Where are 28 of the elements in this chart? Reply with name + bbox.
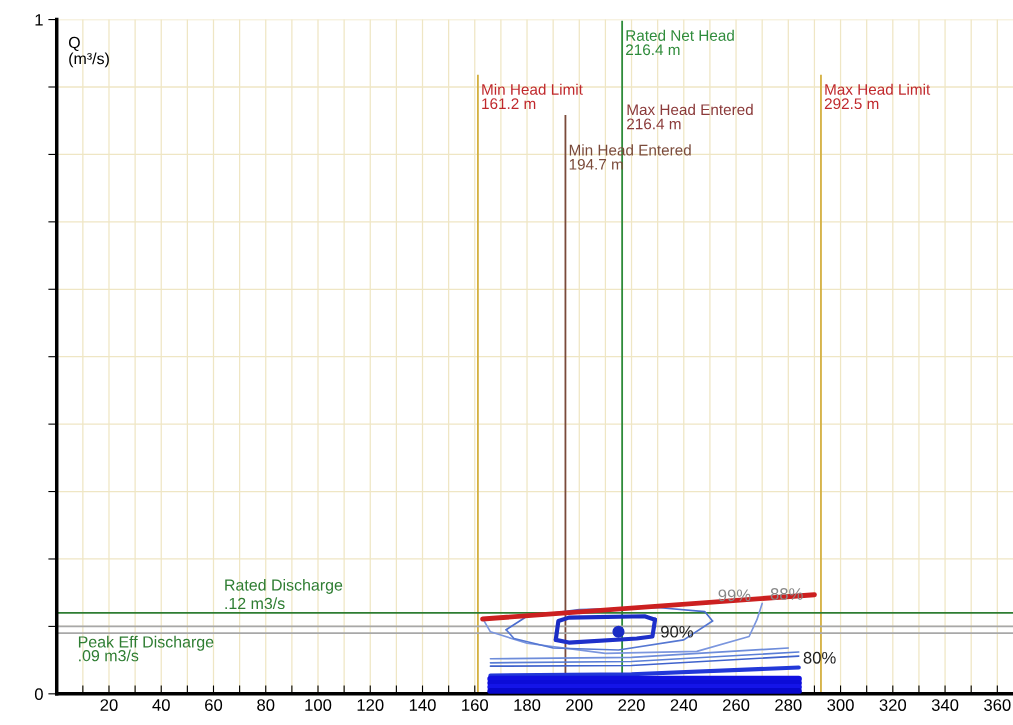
x-tick-label: 340 [931,699,959,711]
x-tick-label: 240 [670,699,698,711]
x-tick-label: 180 [514,699,541,711]
x-tick-label: 300 [827,699,854,711]
x-tick-label: 100 [305,699,332,711]
ref-line-label: Max Head Limit 292.5 m [824,83,931,110]
x-tick-label: 20 [100,699,118,711]
annotation: Max Head Entered 216.4 m [627,103,753,130]
ref-line-label: Min Head Limit 161.2 m [482,83,583,110]
x-tick-label: 160 [462,699,489,711]
ref-line-label: Rated Net Head 216.4 m [626,29,734,56]
y-tick-label: 0 [34,688,43,701]
x-tick-label: 280 [775,699,802,711]
x-tick-label: 200 [566,699,593,711]
y-tick-label: 1 [35,14,43,26]
x-tick-label: 360 [984,699,1011,711]
x-tick-label: 220 [618,699,645,711]
x-tick-label: 60 [205,699,223,711]
ref-line-label: Rated Discharge .12 m3/s [225,578,343,610]
y-axis-title: Q (m³/s) [68,36,109,68]
x-tick-label: 40 [152,699,170,711]
annotation: 90% [661,625,694,638]
x-tick-label: 260 [722,699,750,711]
ref-line-label: Peak Eff Discharge .09 m3/s [78,635,214,662]
x-tick-label: 140 [409,699,436,711]
x-tick-label: 320 [879,699,907,711]
x-tick-label: 120 [357,699,384,711]
x-tick-label: 80 [257,699,275,711]
